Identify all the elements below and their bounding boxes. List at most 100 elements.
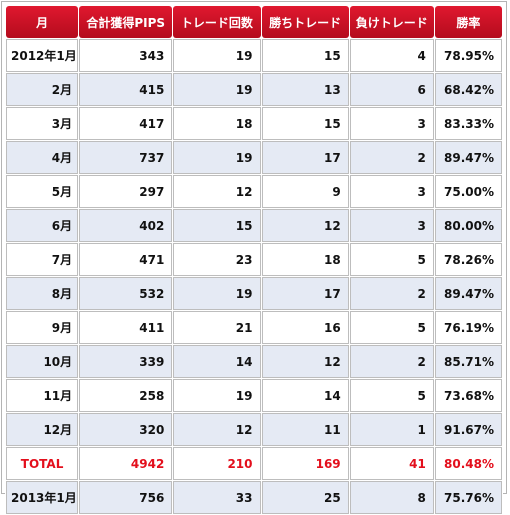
trades-cell: 15 — [173, 209, 261, 242]
losses-cell: 5 — [349, 311, 434, 344]
month-cell: 11月 — [6, 379, 79, 412]
table-row: 12月 320 12 11 1 91.67% — [6, 413, 502, 446]
trades-cell: 19 — [173, 379, 261, 412]
header-trades: トレード回数 — [173, 6, 261, 38]
pips-cell: 756 — [79, 481, 173, 514]
losses-cell: 4 — [349, 39, 434, 72]
losses-cell: 8 — [349, 481, 434, 514]
losses-cell: 5 — [349, 379, 434, 412]
wins-cell: 12 — [261, 209, 349, 242]
total-label: TOTAL — [6, 447, 79, 480]
total-pips: 4942 — [79, 447, 173, 480]
losses-cell: 3 — [349, 107, 434, 140]
pips-cell: 320 — [79, 413, 173, 446]
header-month: 月 — [6, 6, 79, 38]
wins-cell: 14 — [261, 379, 349, 412]
table-row: 7月 471 23 18 5 78.26% — [6, 243, 502, 276]
rate-cell: 68.42% — [434, 73, 502, 106]
month-cell: 3月 — [6, 107, 79, 140]
month-cell: 5月 — [6, 175, 79, 208]
rate-cell: 91.67% — [434, 413, 502, 446]
month-cell: 12月 — [6, 413, 79, 446]
wins-cell: 17 — [261, 277, 349, 310]
header-row: 月 合計獲得PIPS トレード回数 勝ちトレード 負けトレード 勝率 — [6, 6, 502, 38]
table-row: 11月 258 19 14 5 73.68% — [6, 379, 502, 412]
pips-cell: 411 — [79, 311, 173, 344]
table-row: 8月 532 19 17 2 89.47% — [6, 277, 502, 310]
total-rate: 80.48% — [434, 447, 502, 480]
rate-cell: 75.00% — [434, 175, 502, 208]
losses-cell: 3 — [349, 209, 434, 242]
rate-cell: 89.47% — [434, 277, 502, 310]
wins-cell: 17 — [261, 141, 349, 174]
trades-cell: 19 — [173, 277, 261, 310]
wins-cell: 13 — [261, 73, 349, 106]
table-row: 4月 737 19 17 2 89.47% — [6, 141, 502, 174]
month-cell: 7月 — [6, 243, 79, 276]
pips-cell: 415 — [79, 73, 173, 106]
wins-cell: 16 — [261, 311, 349, 344]
month-cell: 4月 — [6, 141, 79, 174]
rate-cell: 78.95% — [434, 39, 502, 72]
losses-cell: 2 — [349, 141, 434, 174]
pips-cell: 737 — [79, 141, 173, 174]
month-cell: 2013年1月 — [6, 481, 79, 514]
month-cell: 2012年1月 — [6, 39, 79, 72]
wins-cell: 18 — [261, 243, 349, 276]
total-losses: 41 — [349, 447, 434, 480]
header-pips: 合計獲得PIPS — [79, 6, 173, 38]
total-row: TOTAL 4942 210 169 41 80.48% — [6, 447, 502, 480]
trades-cell: 19 — [173, 141, 261, 174]
trades-cell: 18 — [173, 107, 261, 140]
trades-cell: 12 — [173, 413, 261, 446]
trades-cell: 21 — [173, 311, 261, 344]
pips-cell: 343 — [79, 39, 173, 72]
rate-cell: 73.68% — [434, 379, 502, 412]
table-row: 6月 402 15 12 3 80.00% — [6, 209, 502, 242]
pips-cell: 471 — [79, 243, 173, 276]
losses-cell: 5 — [349, 243, 434, 276]
rate-cell: 85.71% — [434, 345, 502, 378]
rate-cell: 76.19% — [434, 311, 502, 344]
table-row: 2013年1月 756 33 25 8 75.76% — [6, 481, 502, 514]
table-row: 9月 411 21 16 5 76.19% — [6, 311, 502, 344]
month-cell: 9月 — [6, 311, 79, 344]
pips-cell: 532 — [79, 277, 173, 310]
trades-cell: 19 — [173, 73, 261, 106]
month-cell: 8月 — [6, 277, 79, 310]
losses-cell: 2 — [349, 277, 434, 310]
trades-cell: 33 — [173, 481, 261, 514]
pips-cell: 402 — [79, 209, 173, 242]
losses-cell: 3 — [349, 175, 434, 208]
table-row: 5月 297 12 9 3 75.00% — [6, 175, 502, 208]
losses-cell: 2 — [349, 345, 434, 378]
rate-cell: 83.33% — [434, 107, 502, 140]
rate-cell: 78.26% — [434, 243, 502, 276]
wins-cell: 11 — [261, 413, 349, 446]
pips-cell: 258 — [79, 379, 173, 412]
table-row: 2月 415 19 13 6 68.42% — [6, 73, 502, 106]
losses-cell: 6 — [349, 73, 434, 106]
rate-cell: 80.00% — [434, 209, 502, 242]
wins-cell: 12 — [261, 345, 349, 378]
pips-cell: 339 — [79, 345, 173, 378]
rate-cell: 75.76% — [434, 481, 502, 514]
trades-cell: 12 — [173, 175, 261, 208]
total-trades: 210 — [173, 447, 261, 480]
trades-cell: 14 — [173, 345, 261, 378]
rate-cell: 89.47% — [434, 141, 502, 174]
pips-cell: 417 — [79, 107, 173, 140]
wins-cell: 15 — [261, 39, 349, 72]
header-losses: 負けトレード — [349, 6, 434, 38]
monthly-trade-table: 月 合計獲得PIPS トレード回数 勝ちトレード 負けトレード 勝率 2012年… — [5, 5, 503, 515]
header-win-rate: 勝率 — [434, 6, 502, 38]
header-wins: 勝ちトレード — [261, 6, 349, 38]
trades-cell: 23 — [173, 243, 261, 276]
pips-cell: 297 — [79, 175, 173, 208]
table-row: 3月 417 18 15 3 83.33% — [6, 107, 502, 140]
wins-cell: 15 — [261, 107, 349, 140]
month-cell: 6月 — [6, 209, 79, 242]
trades-cell: 19 — [173, 39, 261, 72]
wins-cell: 9 — [261, 175, 349, 208]
